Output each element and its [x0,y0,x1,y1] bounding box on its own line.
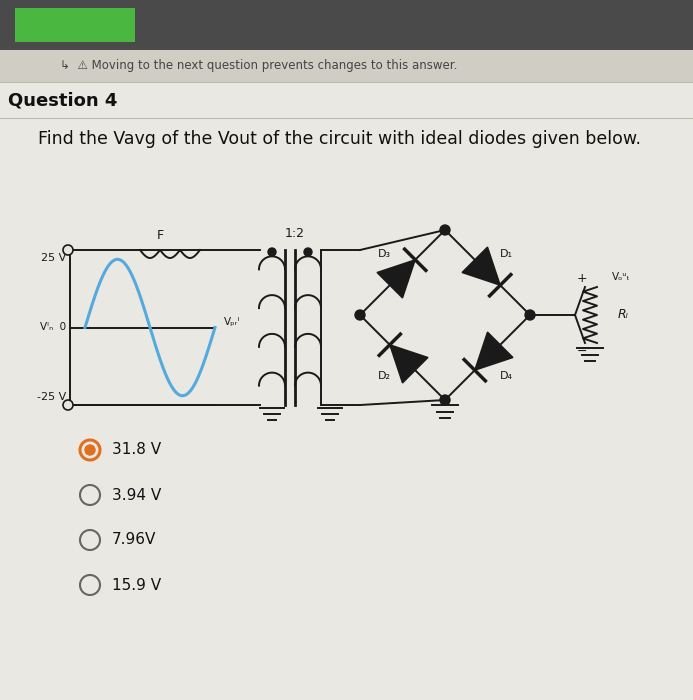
Circle shape [63,245,73,255]
Circle shape [268,248,276,256]
Text: 15.9 V: 15.9 V [112,578,161,592]
Text: Vₒᵘₜ: Vₒᵘₜ [612,272,631,282]
Circle shape [355,310,365,320]
Text: Rₗ: Rₗ [618,309,629,321]
Bar [0,0,693,50]
Bar [0,50,693,82]
Circle shape [63,400,73,410]
Circle shape [440,225,450,235]
Text: Vₚᵣᴵ: Vₚᵣᴵ [224,318,240,328]
Text: D₃: D₃ [378,249,391,259]
Text: Find the Vavg of the Vout of the circuit with ideal diodes given below.: Find the Vavg of the Vout of the circuit… [38,130,641,148]
Text: −: − [577,345,587,358]
Text: -25 V: -25 V [37,392,66,402]
Circle shape [304,248,312,256]
Text: 7.96V: 7.96V [112,533,157,547]
Circle shape [525,310,535,320]
Text: D₄: D₄ [500,371,512,381]
Text: +: + [577,272,587,285]
Circle shape [440,395,450,405]
Bar [15,8,135,42]
Circle shape [85,445,95,455]
Polygon shape [475,332,513,370]
Bar [0,82,693,700]
Text: 31.8 V: 31.8 V [112,442,161,458]
Text: 25 V: 25 V [41,253,66,263]
Text: ↳  ⚠ Moving to the next question prevents changes to this answer.: ↳ ⚠ Moving to the next question prevents… [60,60,457,73]
Polygon shape [377,260,415,298]
Polygon shape [389,345,428,383]
Text: D₁: D₁ [500,249,512,259]
Text: 3.94 V: 3.94 V [112,487,161,503]
Text: Question 4: Question 4 [8,92,117,110]
Text: 1:2: 1:2 [285,227,305,240]
Text: F: F [157,229,164,242]
Polygon shape [462,247,500,285]
Text: D₂: D₂ [378,371,391,381]
Text: Vᴵₙ  0: Vᴵₙ 0 [40,323,66,332]
